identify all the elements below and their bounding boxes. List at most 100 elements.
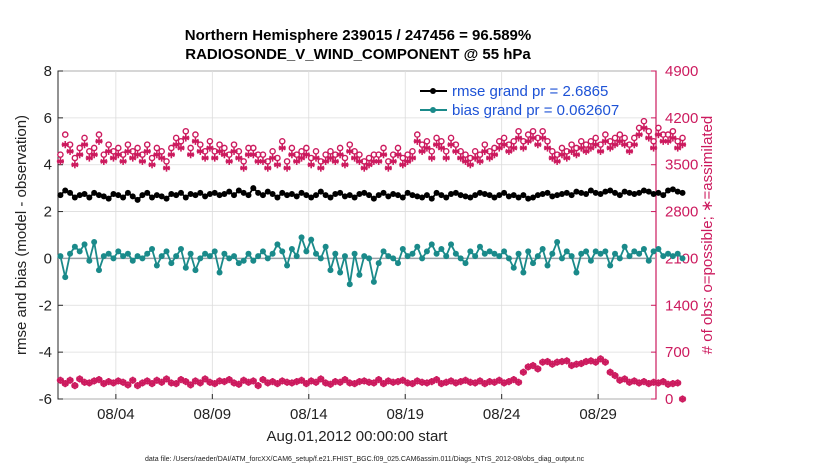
assimilated-obs-point — [625, 147, 634, 155]
bias-point — [496, 253, 503, 260]
possible-obs-point — [336, 144, 344, 152]
rmse-point — [375, 192, 382, 199]
bias-point — [370, 278, 377, 285]
assimilated-obs-point — [240, 164, 248, 172]
y-axis-right-label: # of obs: o=possible; ∗=assimilated — [699, 116, 716, 355]
bias-point — [510, 264, 517, 271]
possible-obs-point — [114, 144, 122, 152]
low-obs-assimilated-point — [76, 375, 84, 383]
bias-point — [216, 269, 223, 276]
legend-bias-label: bias grand pr = 0.062607 — [452, 102, 619, 119]
bias-point — [279, 248, 286, 255]
possible-obs-point — [577, 137, 585, 145]
possible-obs-point — [630, 134, 638, 142]
possible-obs-point — [95, 131, 103, 138]
rmse-point — [549, 193, 556, 200]
assimilated-obs-point — [215, 147, 224, 155]
possible-obs-point — [539, 127, 546, 135]
rmse-point — [534, 192, 541, 199]
bias-point — [288, 246, 295, 253]
possible-obs-point — [356, 151, 363, 158]
low-obs-assimilated-point — [514, 378, 523, 386]
assimilated-obs-point — [543, 144, 552, 152]
assimilated-obs-point — [375, 157, 383, 165]
bias-point — [337, 269, 344, 276]
possible-obs-point — [471, 148, 479, 155]
assimilated-obs-point — [592, 141, 600, 149]
possible-obs-point — [269, 148, 276, 155]
low-obs-assimilated-point — [534, 365, 542, 373]
possible-obs-point — [645, 127, 653, 135]
rmse-point — [419, 194, 426, 201]
possible-obs-point — [346, 141, 354, 148]
low-obs-assimilated-point — [95, 375, 103, 384]
assimilated-obs-point — [649, 144, 658, 152]
rmse-point — [612, 189, 619, 196]
bias-point — [76, 248, 83, 255]
rmse-point — [423, 192, 430, 199]
x-tick-label: 08/09 — [194, 406, 232, 423]
rmse-point — [385, 193, 392, 200]
rmse-point — [124, 189, 131, 196]
bias-point — [452, 250, 459, 257]
bias-point — [655, 246, 662, 253]
rmse-point — [134, 196, 141, 203]
bias-point — [231, 253, 238, 260]
bias-point — [366, 255, 373, 262]
possible-obs-point — [327, 148, 334, 155]
rmse-point — [62, 187, 69, 194]
assimilated-obs-point — [71, 161, 79, 169]
y-right-tick-label: 2800 — [665, 204, 698, 221]
possible-obs-point — [399, 154, 407, 162]
low-obs-assimilated-point — [187, 381, 195, 389]
assimilated-obs-point — [341, 161, 349, 169]
bias-point — [640, 246, 647, 253]
assimilated-obs-point — [423, 144, 431, 152]
possible-obs-point — [447, 134, 455, 142]
assimilated-obs-point — [206, 144, 214, 152]
possible-obs-point — [664, 131, 672, 138]
possible-obs-point — [177, 137, 185, 145]
bias-point — [467, 248, 474, 255]
bias-point — [341, 253, 348, 260]
possible-obs-point — [86, 148, 93, 155]
bias-point — [221, 250, 228, 257]
possible-obs-point — [394, 144, 402, 152]
rmse-point — [57, 192, 64, 199]
rmse-point — [221, 191, 228, 197]
bias-point — [255, 253, 262, 260]
possible-obs-point — [476, 151, 484, 158]
rmse-point — [264, 188, 271, 195]
rmse-point — [173, 192, 180, 199]
possible-obs-point — [529, 127, 537, 135]
data-file-footnote: data file: /Users/raeder/DAI/ATM_forcXX/… — [145, 456, 585, 463]
rmse-point — [240, 189, 247, 196]
possible-obs-point — [259, 151, 267, 158]
assimilated-obs-point — [201, 154, 209, 162]
rmse-point — [351, 194, 358, 201]
assimilated-obs-point — [61, 141, 69, 149]
rmse-point — [235, 187, 242, 194]
possible-obs-point — [192, 131, 199, 138]
rmse-point — [139, 192, 146, 199]
bias-point — [105, 250, 112, 257]
rmse-point — [563, 189, 570, 196]
assimilated-obs-point — [640, 124, 648, 132]
bias-point — [674, 250, 681, 257]
rmse-point — [621, 188, 628, 195]
bias-point — [616, 255, 623, 262]
rmse-point — [356, 191, 363, 197]
x-tick-label: 08/04 — [97, 406, 135, 423]
y-left-tick-label: 8 — [44, 63, 52, 80]
bias-point — [563, 248, 570, 255]
bias-point — [375, 260, 382, 267]
rmse-point — [491, 194, 498, 201]
bias-point — [578, 250, 585, 257]
low-obs-assimilated-point — [162, 375, 171, 383]
bias-point — [235, 260, 242, 267]
bias-point — [284, 262, 291, 269]
assimilated-obs-point — [447, 141, 455, 149]
assimilated-obs-point — [413, 137, 421, 145]
bias-point — [645, 257, 652, 264]
